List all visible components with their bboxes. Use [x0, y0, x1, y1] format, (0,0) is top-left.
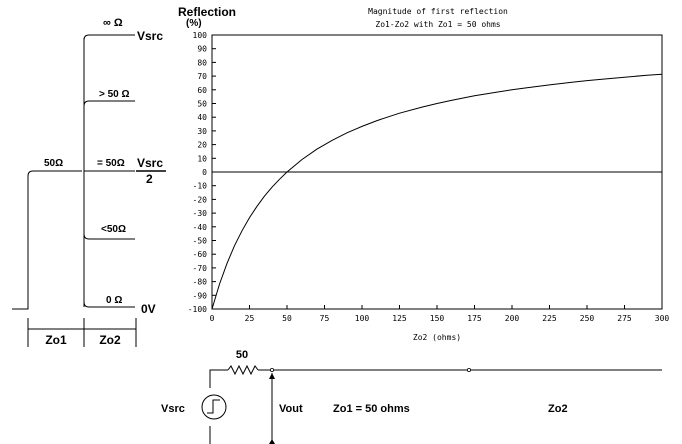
y-tick-label: -70	[193, 264, 208, 273]
voltage-source-symbol	[201, 394, 227, 420]
level-short-label: 0 Ω	[106, 295, 122, 306]
vout-node	[269, 367, 274, 372]
source-top-wire	[209, 369, 228, 388]
x-tick-label: 75	[320, 314, 330, 323]
y-tick-label: 20	[197, 141, 207, 150]
segment-zo1-label: Zo1	[45, 333, 67, 347]
y-tick-label: 30	[197, 127, 207, 136]
x-tick-label: 0	[210, 314, 215, 323]
y-tick-label: -10	[193, 182, 208, 191]
y-tick-label: 70	[197, 72, 207, 81]
vout-arrow-head	[269, 373, 275, 379]
x-tick-label: 125	[392, 314, 407, 323]
x-axis: 0 25 50 75 100 125 150 175 200 225 250 275 300	[210, 305, 670, 323]
source-label: Vsrc	[161, 403, 185, 415]
x-tick-label: 25	[245, 314, 255, 323]
junction-node	[466, 367, 471, 372]
y-tick-label: -50	[193, 237, 208, 246]
vout-arrow-tail	[269, 439, 275, 444]
voltage-mid-numerator: Vsrc	[137, 156, 163, 170]
tdr-branch-short	[83, 301, 135, 308]
y-tick-label: 90	[197, 45, 207, 54]
resistor-label: 50	[236, 349, 248, 361]
y-tick-label: -20	[193, 195, 208, 204]
line2-label: Zo2	[548, 403, 568, 415]
x-tick-label: 150	[430, 314, 445, 323]
x-tick-label: 175	[467, 314, 482, 323]
y-tick-label: -30	[193, 209, 208, 218]
level-less-label: <50Ω	[101, 224, 126, 235]
tdr-branch-greater	[83, 100, 135, 107]
y-tick-label: 50	[197, 100, 207, 109]
y-axis-unit: (%)	[186, 18, 202, 29]
vout-label: Vout	[279, 403, 303, 415]
series-line	[211, 73, 663, 310]
voltage-mid-denominator: 2	[146, 172, 153, 186]
y-tick-label: -40	[193, 223, 208, 232]
level-greater-label: > 50 Ω	[99, 89, 130, 100]
step-waveform-icon	[207, 399, 220, 414]
tdr-branch-less	[83, 233, 135, 240]
tdr-branch-open	[83, 34, 135, 41]
y-tick-label: -60	[193, 250, 208, 259]
y-tick-label: 80	[197, 58, 207, 67]
segment-zo2-label: Zo2	[99, 333, 121, 347]
y-tick-label: 0	[202, 168, 207, 177]
x-tick-label: 275	[617, 314, 632, 323]
y-tick-label: -80	[193, 278, 208, 287]
voltage-bottom-label: 0V	[141, 302, 156, 316]
y-axis: 1009080706050403020100-10-20-30-40-50-60…	[188, 31, 216, 314]
x-tick-label: 250	[580, 314, 595, 323]
tdr-left-waveform	[12, 170, 82, 310]
line1-label: Zo1 = 50 ohms	[333, 403, 410, 415]
y-axis-label: Reflection	[178, 5, 236, 19]
x-tick-label: 100	[355, 314, 370, 323]
x-tick-label: 225	[542, 314, 557, 323]
chart-title: Magnitude of first reflection	[368, 7, 508, 16]
y-tick-label: 60	[197, 86, 207, 95]
y-tick-label: 10	[197, 154, 207, 163]
x-tick-label: 300	[655, 314, 670, 323]
tdr-diagram: ∞ Ω > 50 Ω = 50Ω <50Ω 0 Ω 50Ω Vsrc Vsrc …	[12, 17, 166, 347]
x-tick-label: 200	[505, 314, 520, 323]
x-axis-label: Zo2 (ohms)	[413, 333, 461, 342]
resistor-symbol	[227, 364, 259, 376]
x-tick-label: 50	[282, 314, 292, 323]
voltage-top-label: Vsrc	[137, 29, 163, 43]
level-left-label: 50Ω	[44, 158, 63, 169]
y-tick-label: 40	[197, 113, 207, 122]
y-tick-label: 100	[193, 31, 208, 40]
y-tick-label: -100	[188, 305, 207, 314]
level-equal-label: = 50Ω	[97, 158, 125, 169]
level-open-label: ∞ Ω	[103, 17, 123, 29]
y-tick-label: -90	[193, 291, 208, 300]
reflection-chart: Magnitude of first reflection Zo1-Zo2 wi…	[178, 5, 669, 342]
circuit-diagram: 50 Vsrc Vout Zo1 = 50 ohms Zo2	[161, 349, 662, 444]
chart-subtitle: Zo1-Zo2 with Zo1 = 50 ohms	[375, 20, 500, 29]
